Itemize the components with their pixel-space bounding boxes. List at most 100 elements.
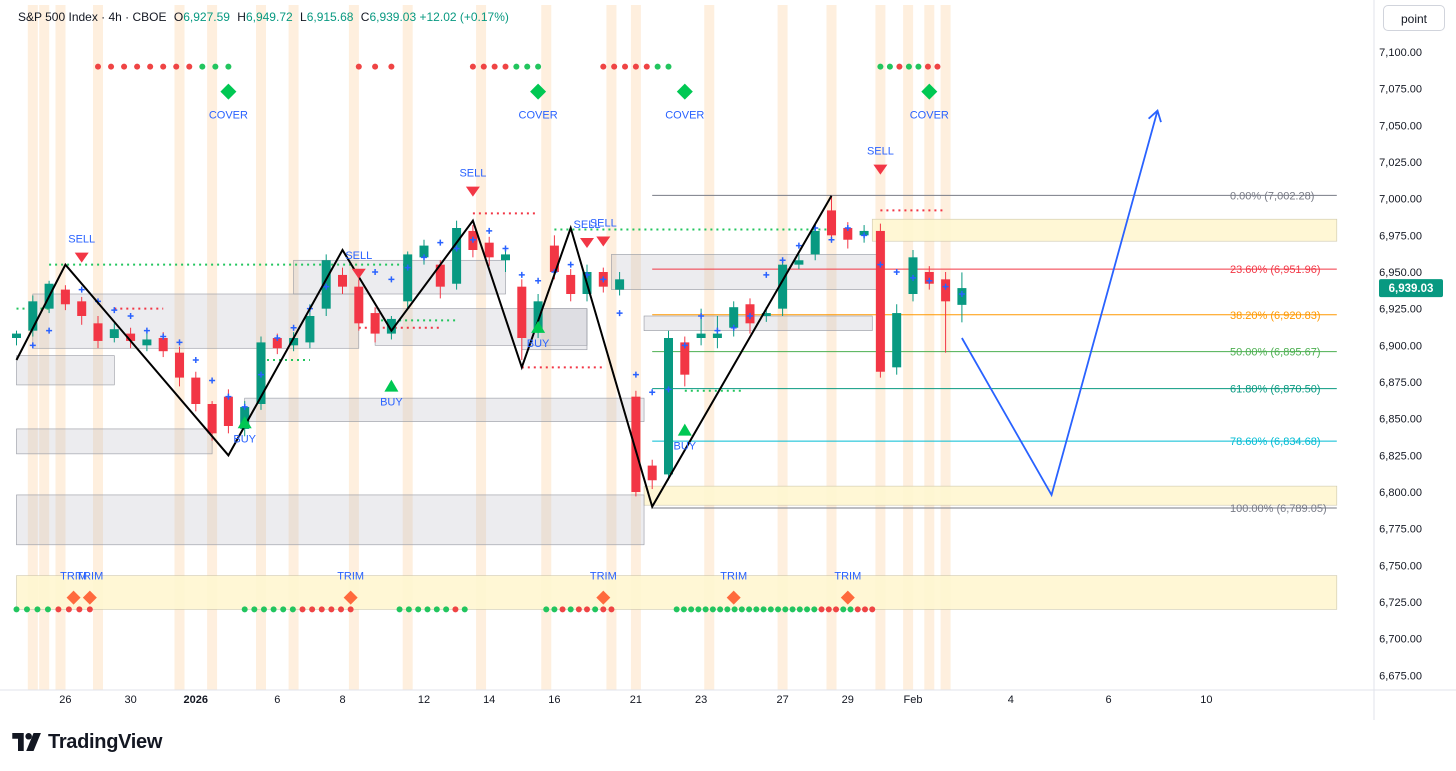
last-price-tag [1379, 279, 1443, 298]
trailing-stop-cross [535, 277, 542, 284]
signal-dot [469, 63, 476, 70]
signal-dot [121, 63, 128, 70]
signal-dot [632, 63, 639, 70]
time-tick-label: 2026 [184, 694, 208, 706]
trim-signal-diamond [66, 590, 81, 605]
trailing-stop-cross [453, 245, 460, 252]
trailing-stop-cross [111, 307, 118, 314]
candle-body [615, 279, 625, 290]
trailing-stop-cross [372, 269, 379, 275]
price-tick-label: 6,700.00 [1379, 634, 1422, 646]
sell-signal-label: SELL [867, 146, 894, 158]
signal-dot [608, 606, 615, 613]
time-tick-label: 14 [483, 694, 495, 706]
low-label: L [300, 10, 307, 24]
trailing-stop-cross [942, 283, 949, 290]
time-tick-label: 26 [59, 694, 71, 706]
signal-dot [415, 606, 422, 613]
sell-signal-arrow [74, 252, 89, 263]
buy-signal-label: BUY [527, 338, 550, 350]
signal-dot [584, 606, 590, 613]
price-tick-label: 7,025.00 [1379, 157, 1422, 169]
trailing-stop-cross [290, 324, 297, 331]
candle-body [338, 274, 347, 287]
signal-dot [796, 606, 803, 613]
trailing-stop-cross [421, 254, 427, 261]
candle-body [827, 210, 836, 236]
candle-body [729, 307, 739, 328]
trailing-stop-cross [632, 371, 639, 378]
candle-body [533, 301, 543, 331]
session-band [903, 5, 914, 690]
signal-dot [480, 63, 487, 70]
trailing-stop-cross [502, 245, 509, 252]
signal-dot [270, 606, 277, 613]
session-band [826, 5, 837, 690]
price-tick-label: 6,875.00 [1379, 377, 1422, 389]
cover-signal-label: COVER [519, 110, 558, 122]
signal-dot [840, 606, 847, 613]
fib-level-label: 50.00% (6,895.67) [1230, 347, 1321, 359]
trailing-stop-cross [893, 269, 900, 275]
signal-dot [212, 63, 219, 70]
signal-dot [717, 606, 724, 613]
trailing-stop-cross [192, 357, 199, 363]
trailing-stop-cross [160, 333, 167, 340]
candle-body [549, 245, 559, 272]
order-block-box [16, 428, 213, 455]
buy-signal-arrow [677, 423, 692, 436]
signal-dot [225, 63, 232, 70]
sell-signal-label: SELL [345, 250, 372, 262]
signal-dot [643, 63, 650, 70]
sell-signal-label: SELL [590, 218, 617, 230]
price-tick-label: 6,825.00 [1379, 450, 1422, 462]
chart-area[interactable]: 0.00% (7,002.28) 23.60% (6,951.96) 38.20% … [0, 0, 1456, 720]
signal-dot [665, 63, 672, 70]
candle-body [175, 352, 184, 378]
buy-signal-arrow [384, 379, 399, 392]
fib-level-label: 38.20% (6,920.83) [1230, 310, 1321, 322]
session-band [606, 5, 617, 690]
order-block-box [16, 355, 115, 386]
time-tick-label: 10 [1200, 694, 1212, 706]
time-tick-label: 12 [418, 694, 430, 706]
high-value: 6,949.72 [245, 10, 293, 24]
candle-body [794, 260, 804, 265]
candle-body [941, 279, 951, 302]
signal-dot [789, 606, 796, 613]
sell-signal-arrow [465, 186, 480, 197]
price-chart[interactable]: 0.00% (7,002.28) 23.60% (6,951.96) 38.20% … [0, 0, 1456, 720]
signal-dot [452, 606, 459, 613]
symbol-label[interactable]: S&P 500 Index · 4h · CBOE [18, 10, 167, 24]
trailing-stop-cross [518, 271, 525, 278]
price-tick-label: 7,075.00 [1379, 84, 1422, 96]
trailing-stop-cross [258, 371, 264, 378]
signal-dot [600, 63, 607, 70]
candle-body [501, 254, 510, 261]
signal-dot [173, 63, 180, 70]
trim-signal-label: TRIM [76, 571, 103, 583]
order-block-box [244, 397, 645, 422]
signal-dot [186, 63, 193, 70]
signal-dot [622, 63, 629, 70]
signal-dot [934, 63, 941, 70]
signal-dot [318, 606, 325, 613]
signal-dot [738, 606, 745, 613]
price-tick-label: 6,900.00 [1379, 340, 1422, 352]
candle-body [778, 264, 788, 309]
price-unit-button[interactable]: point [1383, 5, 1445, 31]
supply-demand-zone [871, 218, 1338, 242]
trailing-stop-cross [323, 283, 330, 290]
buy-signal-arrow [237, 416, 252, 429]
order-block-box [611, 254, 881, 290]
signal-dot [108, 63, 115, 70]
signal-dot [551, 606, 558, 613]
high-label: H [237, 10, 246, 24]
candle-body [712, 333, 722, 338]
fib-level-label: 78.60% (6,834.68) [1230, 436, 1321, 448]
open-value: 6,927.59 [183, 10, 230, 24]
signal-dot [372, 63, 379, 70]
signal-dot [86, 606, 93, 613]
price-tick-label: 6,950.00 [1379, 267, 1422, 279]
signal-dot [695, 606, 702, 613]
